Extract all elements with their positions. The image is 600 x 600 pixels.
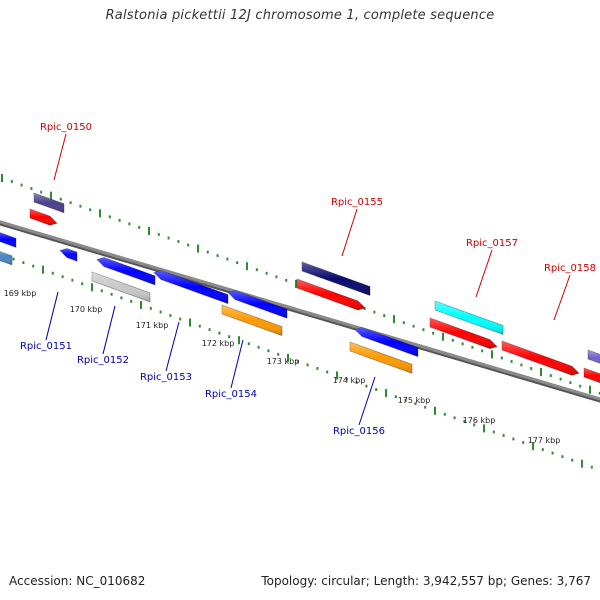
gene-rpic-0154-box-shade xyxy=(222,305,282,336)
gene-rpic-0150b-left-shade xyxy=(0,232,16,248)
kbp-label-169: 169 kbp xyxy=(4,289,37,298)
length-value: 3,942,557 bp xyxy=(422,574,503,588)
kbp-label-177: 177 kbp xyxy=(528,436,561,445)
gene-rpic-0157-arrow-shade xyxy=(430,318,497,349)
gene-rpic-0150-arrow-shade xyxy=(30,209,57,226)
kbp-label-175: 175 kbp xyxy=(398,396,431,405)
gene-rpic-0153-left-shade xyxy=(154,270,228,304)
label-rpic-0150-leader xyxy=(53,133,67,181)
gene-rpic-0155-box xyxy=(301,261,371,297)
label-rpic-0157: Rpic_0157 xyxy=(466,238,518,249)
gene-rpic-0150b-left xyxy=(0,232,17,248)
topology-value: circular xyxy=(321,574,366,588)
label-rpic-0150: Rpic_0150 xyxy=(40,122,92,133)
label-leader-lines xyxy=(45,133,571,426)
genes-value: 3,767 xyxy=(556,574,591,588)
gene-rpic-0157-arrow xyxy=(429,317,498,350)
gene-rpic-0155-arrow-shade xyxy=(297,279,365,310)
gene-features xyxy=(0,192,600,384)
gene-rpic-0152-box-shade xyxy=(92,272,150,302)
label-rpic-0154-leader xyxy=(230,339,244,389)
gene-rpic-0155-box-shade xyxy=(302,262,370,296)
sequence-summary: Topology: circular; Length: 3,942,557 bp… xyxy=(261,574,591,588)
kbp-label-173: 173 kbp xyxy=(267,357,300,366)
gene-rpic-0159-arrow-shade xyxy=(584,368,600,383)
accession-value: NC_010682 xyxy=(76,574,146,588)
gene-rpic-0158-arrow xyxy=(501,340,580,376)
label-rpic-0156: Rpic_0156 xyxy=(333,426,385,437)
gene-rpic-0154-left xyxy=(227,290,288,319)
gene-rpic-0150-box xyxy=(33,192,65,214)
gene-rpic-0157-box-shade xyxy=(435,301,503,335)
gene-rpic-0156-box-shade xyxy=(350,342,412,374)
length-label: Length: xyxy=(373,574,420,588)
gene-rpic-0155-arrow xyxy=(296,278,366,311)
label-rpic-0151-leader xyxy=(45,291,59,341)
map-title: Ralstonia pickettii 12J chromosome 1, co… xyxy=(105,8,495,23)
inner-tick-track xyxy=(2,254,593,469)
label-rpic-0158-leader xyxy=(553,274,571,321)
label-rpic-0151: Rpic_0151 xyxy=(20,341,72,352)
gene-rpic-0152-box xyxy=(91,271,151,303)
gene-rpic-0159-box xyxy=(587,349,600,364)
kbp-label-174: 174 kbp xyxy=(333,376,366,385)
label-rpic-0153-leader xyxy=(165,321,180,372)
label-rpic-0158: Rpic_0158 xyxy=(544,263,596,274)
label-rpic-0153: Rpic_0153 xyxy=(140,372,192,383)
gene-rpic-0156-box xyxy=(349,341,413,374)
gene-rpic-0154-left-shade xyxy=(228,290,287,319)
gene-rpic-0154-box xyxy=(221,304,283,337)
kbp-label-170: 170 kbp xyxy=(70,305,103,314)
kbp-label-171: 171 kbp xyxy=(136,321,169,330)
gene-rpic-0159-arrow xyxy=(583,367,600,384)
kbp-label-176: 176 kbp xyxy=(463,416,496,425)
label-rpic-0155: Rpic_0155 xyxy=(331,197,383,208)
chromosome-backbone xyxy=(0,220,600,403)
label-rpic-0157-leader xyxy=(475,249,493,298)
accession-info: Accession: NC_010682 xyxy=(9,574,145,588)
gene-rpic-0156-left-shade xyxy=(355,327,418,357)
label-rpic-0154: Rpic_0154 xyxy=(205,389,257,400)
gene-rpic-0156-left xyxy=(354,327,419,358)
kbp-label-172: 172 kbp xyxy=(202,339,235,348)
kbp-scale-labels: 169 kbp 170 kbp 171 kbp 172 kbp 173 kbp 174 k… xyxy=(4,289,561,445)
gene-rpic-0159-box-shade xyxy=(588,350,600,364)
backbone-line xyxy=(0,220,600,401)
label-rpic-0155-leader xyxy=(341,208,358,257)
gene-labels: Rpic_0150 Rpic_0155 Rpic_0157 Rpic_0158 Rpic… xyxy=(20,122,596,437)
accession-label: Accession: xyxy=(9,574,73,588)
gene-rpic-0158-arrow-shade xyxy=(502,341,579,376)
gene-rpic-0151-left xyxy=(59,248,78,262)
genes-label: Genes: xyxy=(510,574,553,588)
gene-rpic-0150c-left xyxy=(0,251,13,266)
gene-rpic-0150-arrow xyxy=(29,208,58,226)
gene-rpic-0150c-left-shade xyxy=(0,251,12,265)
gene-rpic-0152-left xyxy=(96,257,156,286)
topology-label: Topology: xyxy=(261,574,318,588)
label-rpic-0152-leader xyxy=(102,305,116,355)
gene-rpic-0153-left xyxy=(153,270,229,305)
gene-rpic-0152-left-shade xyxy=(97,257,155,285)
gene-rpic-0157-box xyxy=(434,300,504,336)
label-rpic-0152: Rpic_0152 xyxy=(77,355,129,366)
gene-rpic-0151-left-shade xyxy=(60,248,77,262)
label-rpic-0156-leader xyxy=(358,376,376,426)
gene-rpic-0150-box-shade xyxy=(34,193,64,213)
